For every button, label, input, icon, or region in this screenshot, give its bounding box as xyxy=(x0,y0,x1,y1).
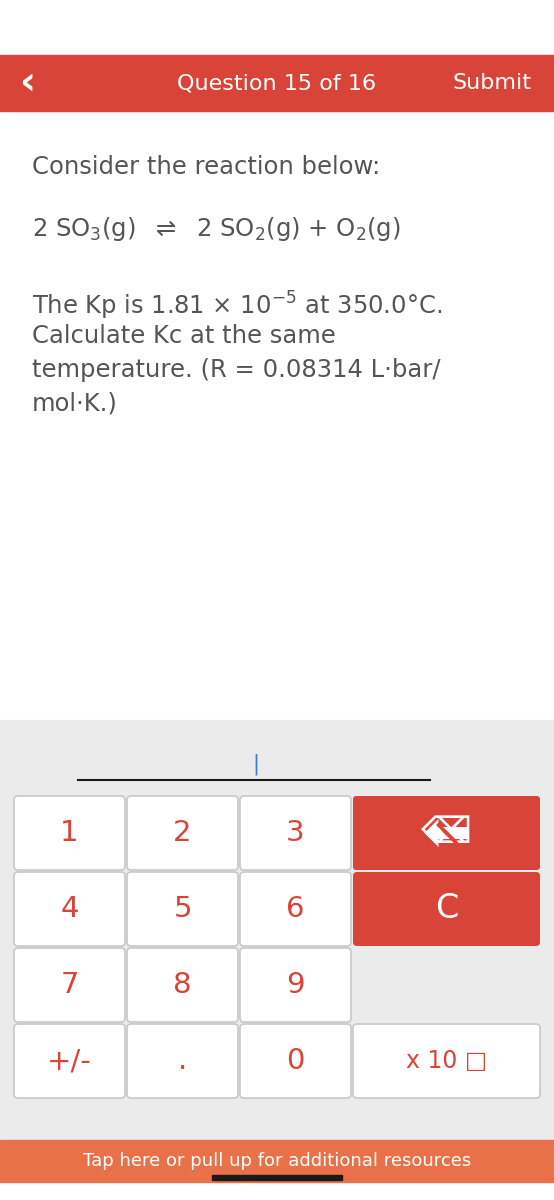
Text: 9: 9 xyxy=(286,971,305,998)
Text: .: . xyxy=(178,1046,187,1075)
FancyBboxPatch shape xyxy=(127,1024,238,1098)
Text: 8: 8 xyxy=(173,971,192,998)
FancyBboxPatch shape xyxy=(14,948,125,1022)
Text: 5: 5 xyxy=(173,895,192,923)
Text: 0: 0 xyxy=(286,1046,305,1075)
Text: +/-: +/- xyxy=(47,1046,92,1075)
FancyBboxPatch shape xyxy=(14,1024,125,1098)
Text: Calculate Kc at the same: Calculate Kc at the same xyxy=(32,324,336,348)
Text: 2: 2 xyxy=(173,818,192,847)
Bar xyxy=(212,1175,342,1180)
FancyBboxPatch shape xyxy=(127,872,238,946)
Text: Question 15 of 16: Question 15 of 16 xyxy=(177,73,377,92)
Text: 7: 7 xyxy=(60,971,79,998)
Text: x 10 □: x 10 □ xyxy=(406,1049,487,1073)
FancyBboxPatch shape xyxy=(14,872,125,946)
Bar xyxy=(0,55,554,110)
FancyBboxPatch shape xyxy=(127,948,238,1022)
Text: Consider the reaction below:: Consider the reaction below: xyxy=(32,155,380,179)
FancyBboxPatch shape xyxy=(127,796,238,870)
Text: 6: 6 xyxy=(286,895,305,923)
Text: C: C xyxy=(435,893,458,925)
Text: 2 SO$_3$(g)  $\rightleftharpoons$  2 SO$_2$(g) + O$_2$(g): 2 SO$_3$(g) $\rightleftharpoons$ 2 SO$_2… xyxy=(32,215,401,242)
FancyBboxPatch shape xyxy=(240,1024,351,1098)
FancyBboxPatch shape xyxy=(353,872,540,946)
Bar xyxy=(0,1140,554,1182)
Text: The Kp is 1.81 $\times$ 10$^{-5}$ at 350.0°C.: The Kp is 1.81 $\times$ 10$^{-5}$ at 350… xyxy=(32,290,442,322)
FancyBboxPatch shape xyxy=(14,796,125,870)
Text: 3: 3 xyxy=(286,818,305,847)
FancyBboxPatch shape xyxy=(240,796,351,870)
Text: |: | xyxy=(253,754,259,775)
Text: ⌫: ⌫ xyxy=(421,816,472,850)
FancyBboxPatch shape xyxy=(240,948,351,1022)
Text: ‹: ‹ xyxy=(20,64,36,102)
Text: 1: 1 xyxy=(60,818,79,847)
Text: 4: 4 xyxy=(60,895,79,923)
Polygon shape xyxy=(424,818,469,847)
Text: temperature. (R = 0.08314 L·bar/: temperature. (R = 0.08314 L·bar/ xyxy=(32,358,440,382)
FancyBboxPatch shape xyxy=(353,1024,540,1098)
FancyBboxPatch shape xyxy=(353,796,540,870)
FancyBboxPatch shape xyxy=(240,872,351,946)
Bar xyxy=(0,720,554,1140)
Text: Submit: Submit xyxy=(453,73,532,92)
Text: Tap here or pull up for additional resources: Tap here or pull up for additional resou… xyxy=(83,1152,471,1170)
Text: mol·K.): mol·K.) xyxy=(32,392,118,416)
FancyBboxPatch shape xyxy=(353,796,540,870)
